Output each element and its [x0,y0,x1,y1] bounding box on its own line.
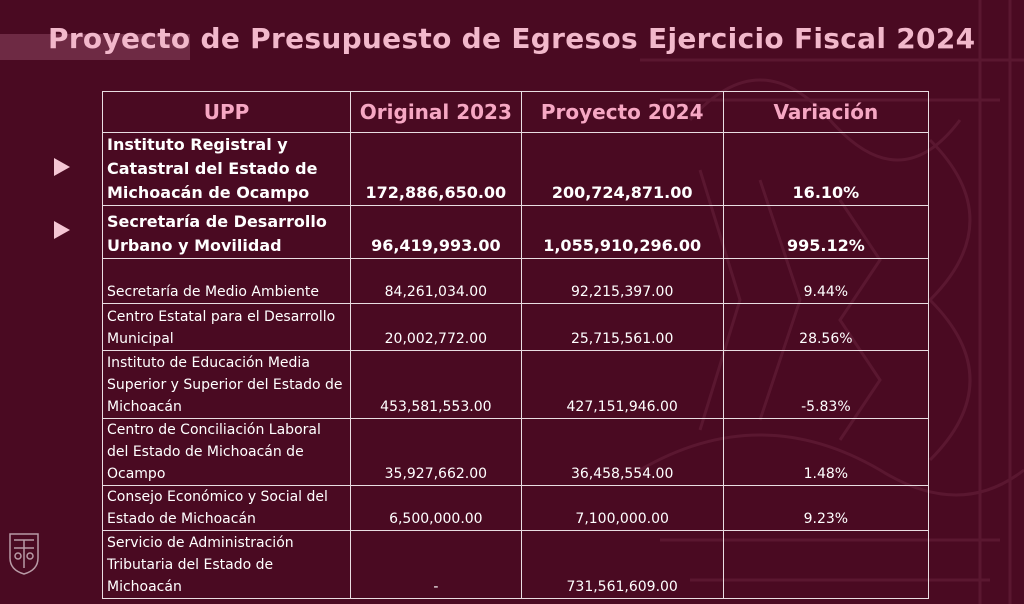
original-cell: 172,886,650.00 [350,132,522,206]
variacion-cell: 28.56% [722,303,930,351]
bullet-arrow-icon [54,158,70,176]
page-title: Proyecto de Presupuesto de Egresos Ejerc… [48,22,976,55]
upp-cell: Instituto de Educación Media Superior y … [101,350,352,419]
upp-cell: Secretaría de Medio Ambiente [101,258,352,304]
proyecto-cell: 7,100,000.00 [520,485,724,531]
table-row: Servicio de Administración Tributaria de… [101,530,930,599]
variacion-cell: 1.48% [722,418,930,486]
table-row: Secretaría de Medio Ambiente 84,261,034.… [101,258,930,304]
budget-table: UPP Original 2023 Proyecto 2024 Variació… [101,91,930,599]
table-row: Centro de Conciliación Laboral del Estad… [101,418,930,486]
proyecto-cell: 200,724,871.00 [520,132,724,206]
header-variacion: Variación [722,91,930,133]
original-cell: 6,500,000.00 [350,485,522,531]
variacion-cell [722,530,930,599]
table-row: Instituto Registral y Catastral del Esta… [101,132,930,206]
original-cell: 20,002,772.00 [350,303,522,351]
header-upp: UPP [101,91,352,133]
table-header-row: UPP Original 2023 Proyecto 2024 Variació… [101,91,930,133]
original-cell: - [350,530,522,599]
proyecto-cell: 25,715,561.00 [520,303,724,351]
original-cell: 35,927,662.00 [350,418,522,486]
variacion-cell: 9.44% [722,258,930,304]
variacion-cell: -5.83% [722,350,930,419]
upp-cell: Secretaría de Desarrollo Urbano y Movili… [101,205,352,259]
state-seal-icon [9,533,39,575]
header-original-2023: Original 2023 [350,91,522,133]
title-highlight [0,34,190,60]
table-row: Consejo Económico y Social del Estado de… [101,485,930,531]
proyecto-cell: 731,561,609.00 [520,530,724,599]
variacion-cell: 995.12% [722,205,930,259]
header-proyecto-2024: Proyecto 2024 [520,91,724,133]
upp-cell: Consejo Económico y Social del Estado de… [101,485,352,531]
variacion-cell: 9.23% [722,485,930,531]
bullet-arrow-icon [54,221,70,239]
table-row: Secretaría de Desarrollo Urbano y Movili… [101,205,930,259]
proyecto-cell: 427,151,946.00 [520,350,724,419]
upp-cell: Centro de Conciliación Laboral del Estad… [101,418,352,486]
proyecto-cell: 36,458,554.00 [520,418,724,486]
variacion-cell: 16.10% [722,132,930,206]
upp-cell: Instituto Registral y Catastral del Esta… [101,132,352,206]
proyecto-cell: 1,055,910,296.00 [520,205,724,259]
upp-cell: Centro Estatal para el Desarrollo Munici… [101,303,352,351]
table-row: Instituto de Educación Media Superior y … [101,350,930,419]
upp-cell: Servicio de Administración Tributaria de… [101,530,352,599]
original-cell: 84,261,034.00 [350,258,522,304]
original-cell: 453,581,553.00 [350,350,522,419]
original-cell: 96,419,993.00 [350,205,522,259]
table-row: Centro Estatal para el Desarrollo Munici… [101,303,930,351]
proyecto-cell: 92,215,397.00 [520,258,724,304]
